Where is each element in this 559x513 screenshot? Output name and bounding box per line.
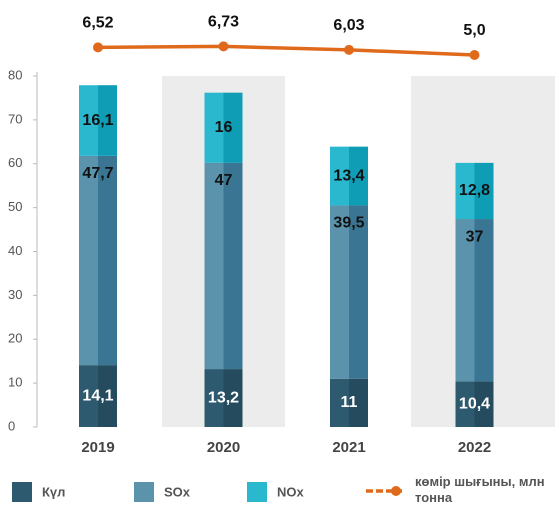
- bar-segment: [455, 162, 494, 220]
- y-tick-label: 30: [8, 287, 22, 302]
- bar-segment: [455, 219, 494, 382]
- data-label: 11: [341, 394, 358, 411]
- line: [97, 44, 475, 57]
- bar-segment: [79, 155, 117, 366]
- data-label: 6,03: [333, 17, 364, 34]
- legend-label: NOx: [277, 484, 305, 499]
- y-tick-label: 70: [8, 111, 22, 126]
- bar-segment: [204, 369, 243, 427]
- y-tick-label: 0: [8, 418, 15, 433]
- legend-dot: [391, 486, 401, 496]
- bar-segment: [79, 85, 117, 156]
- data-label: 12,8: [459, 182, 490, 199]
- y-tick-label: 80: [8, 67, 22, 82]
- data-label: 13,4: [333, 167, 364, 184]
- bar-segment: [455, 381, 494, 427]
- data-label: 37: [466, 228, 484, 245]
- bar-segment: [79, 365, 117, 427]
- x-tick-label: 2020: [207, 439, 240, 456]
- line-point: [344, 44, 354, 55]
- data-label: 14,1: [82, 387, 113, 404]
- line-point: [93, 42, 103, 53]
- line-point: [218, 41, 229, 52]
- data-label: 16: [215, 119, 233, 136]
- legend-label: SOx: [164, 484, 191, 499]
- data-label: 6,52: [82, 15, 113, 32]
- y-tick-label: 40: [8, 243, 22, 258]
- legend-swatch: [12, 482, 32, 502]
- y-tick-label: 20: [8, 331, 22, 346]
- y-tick-label: 10: [8, 375, 22, 390]
- x-tick-label: 2022: [458, 439, 491, 456]
- legend-label: Күл: [42, 484, 65, 499]
- data-label: 6,73: [208, 14, 239, 31]
- data-label: 39,5: [333, 215, 364, 232]
- data-label: 5,0: [463, 22, 485, 39]
- line-point: [469, 50, 480, 60]
- x-tick-label: 2019: [81, 439, 114, 456]
- data-label: 13,2: [208, 389, 239, 406]
- bar-segment: [330, 205, 368, 379]
- y-tick-label: 50: [8, 199, 22, 214]
- data-label: 16,1: [82, 112, 113, 129]
- data-label: 47,7: [82, 165, 113, 182]
- data-label: 47: [215, 172, 233, 189]
- x-tick-label: 2021: [332, 439, 365, 456]
- legend-label: көмір шығыны, млн тонна: [415, 474, 545, 505]
- bar-segment: [330, 146, 368, 206]
- bar-segment: [330, 378, 368, 427]
- bar-segment: [204, 162, 243, 370]
- bar-segment: [204, 92, 243, 163]
- legend-swatch: [247, 482, 267, 502]
- data-label: 10,4: [459, 395, 490, 412]
- legend-swatch: [134, 482, 154, 502]
- y-tick-label: 60: [8, 155, 22, 170]
